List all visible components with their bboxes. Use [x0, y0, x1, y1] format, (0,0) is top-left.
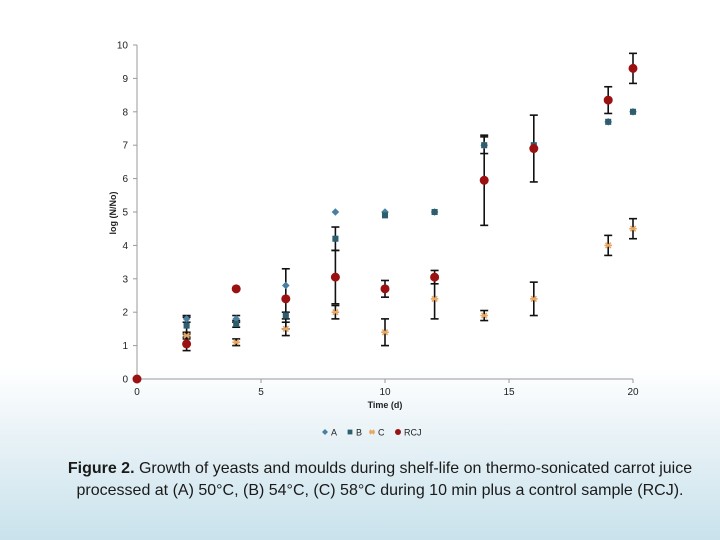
- point-a: [331, 208, 340, 216]
- point-b: [381, 212, 389, 219]
- chart-axes: 0 1 2 3 4 5 6 7 8 9 10 0 5 10 15 20: [117, 41, 639, 399]
- point-b: [431, 208, 438, 216]
- legend-item-c: C: [369, 428, 385, 438]
- y-tick-label: 5: [122, 208, 128, 219]
- legend-label: A: [331, 428, 337, 438]
- y-tick-label: 10: [117, 41, 129, 52]
- legend-item-rcj: RCJ: [395, 428, 422, 438]
- point-b: [183, 322, 190, 329]
- x-tick-label: 0: [134, 387, 140, 398]
- point-rcj: [430, 272, 440, 282]
- point-rcj: [132, 374, 142, 384]
- point-c: [604, 242, 612, 249]
- point-rcj: [182, 339, 192, 349]
- point-rcj: [628, 63, 638, 73]
- legend-label: RCJ: [404, 428, 422, 438]
- y-tick-label: 1: [122, 341, 128, 352]
- legend-marker: [395, 429, 401, 435]
- point-b: [629, 108, 637, 115]
- point-c: [629, 225, 637, 232]
- point-a: [232, 315, 240, 323]
- x-tick-label: 20: [627, 387, 639, 398]
- point-c: [182, 332, 191, 339]
- y-tick-label: 8: [122, 107, 128, 118]
- legend: A B C RCJ: [322, 428, 422, 438]
- legend-item-a: A: [322, 428, 337, 438]
- legend-marker: [322, 429, 328, 435]
- legend-label: C: [378, 428, 385, 438]
- legend-item-b: B: [347, 428, 362, 438]
- y-tick-label: 4: [122, 241, 128, 252]
- point-c: [381, 329, 389, 336]
- legend-marker: [347, 429, 353, 435]
- y-tick-label: 6: [122, 174, 128, 185]
- caption-text: Growth of yeasts and moulds during shelf…: [76, 460, 693, 499]
- point-rcj: [603, 95, 613, 105]
- y-tick-label: 3: [122, 274, 128, 285]
- caption-label: Figure 2.: [67, 460, 135, 477]
- legend-label: B: [356, 428, 362, 438]
- y-tick-label: 9: [122, 74, 128, 85]
- point-c: [530, 295, 538, 303]
- point-rcj: [529, 144, 539, 154]
- point-c: [282, 325, 290, 333]
- y-tick-label: 0: [122, 375, 128, 386]
- point-a: [182, 315, 191, 323]
- figure-caption: Figure 2. Growth of yeasts and moulds du…: [60, 458, 700, 502]
- point-b: [233, 320, 240, 327]
- x-tick-label: 15: [503, 387, 515, 398]
- y-tick-label: 2: [122, 308, 128, 319]
- point-b: [605, 118, 612, 125]
- x-tick-label: 5: [258, 387, 264, 398]
- x-axis-title: Time (d): [368, 400, 403, 410]
- point-b: [282, 312, 289, 319]
- error-bars: [182, 52, 637, 352]
- growth-chart: 0 1 2 3 4 5 6 7 8 9 10 0 5 10 15 20 Time (d) log (N/No)…: [108, 41, 639, 438]
- point-rcj: [231, 284, 241, 294]
- point-b: [332, 235, 339, 242]
- point-c: [430, 295, 439, 303]
- point-c: [232, 339, 240, 346]
- legend-marker: [369, 429, 375, 435]
- y-axis-title: log (N/No): [108, 192, 118, 235]
- point-rcj: [281, 294, 291, 304]
- x-tick-label: 10: [379, 387, 391, 398]
- point-rcj: [380, 284, 390, 294]
- data-points: [132, 63, 638, 384]
- y-tick-label: 7: [122, 141, 128, 152]
- point-b: [481, 142, 488, 149]
- point-rcj: [479, 175, 489, 185]
- point-a: [282, 281, 290, 290]
- point-rcj: [330, 272, 340, 282]
- point-c: [480, 312, 488, 319]
- point-c: [331, 308, 340, 316]
